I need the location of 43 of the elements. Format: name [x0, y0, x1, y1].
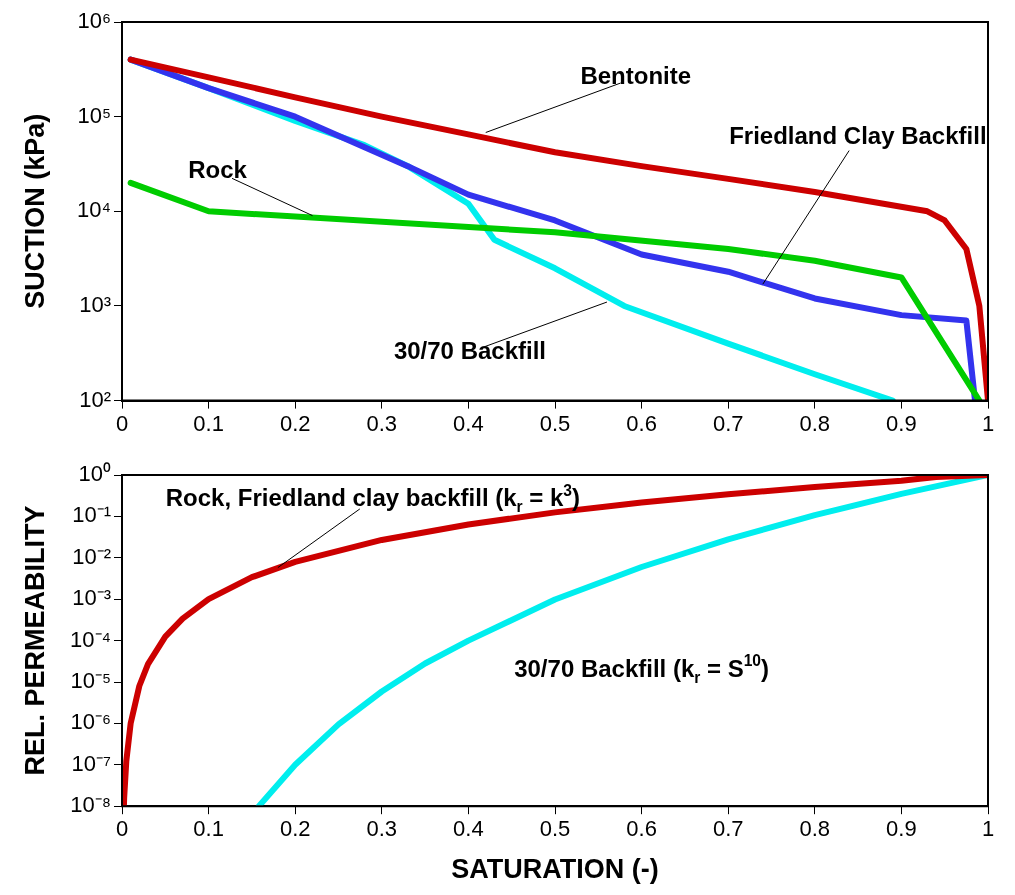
annotation: Friedland Clay Backfill: [729, 121, 987, 149]
x-tick-label: 0.7: [712, 816, 744, 842]
x-tick-label: 0.3: [366, 410, 398, 436]
x-tick-label: 1: [981, 410, 995, 436]
x-tick-label: 0.9: [886, 816, 917, 842]
y-tick-label: 10³: [79, 292, 111, 318]
x-tick-label: 0.1: [193, 410, 224, 436]
annotation: Bentonite: [580, 62, 692, 90]
x-tick-label: 0: [115, 816, 129, 842]
x-tick-label: 0.7: [712, 410, 744, 436]
y-tick-label: 10⁶: [77, 8, 111, 34]
y-tick-label: 10⁴: [77, 197, 111, 223]
y-tick-label: 10⁻²: [72, 543, 111, 569]
x-tick-label: 0.4: [453, 410, 484, 436]
annotation: 30/70 Backfill: [393, 336, 547, 364]
x-tick-label: 0: [115, 410, 129, 436]
y-tick-label: 10⁰: [78, 461, 111, 487]
y-tick-label: 10⁻³: [72, 585, 111, 611]
x-tick-label: 1: [981, 816, 995, 842]
y-tick-label: 10⁻⁵: [70, 668, 111, 694]
x-tick-label: 0.9: [886, 410, 917, 436]
x-tick-label: 0.4: [453, 816, 484, 842]
x-tick-label: 0.2: [279, 410, 311, 436]
y-axis-title: REL. PERMEABILITY: [19, 505, 50, 776]
annotation: Rock: [188, 156, 248, 184]
x-tick-label: 0.6: [626, 816, 657, 842]
y-tick-label: 10⁻⁷: [71, 750, 112, 776]
x-tick-label: 0.1: [193, 816, 224, 842]
y-tick-label: 10⁻⁶: [70, 709, 111, 735]
x-tick-label: 0.3: [366, 816, 398, 842]
x-tick-label: 0.5: [539, 816, 571, 842]
x-tick-label: 0.2: [279, 816, 311, 842]
x-tick-label: 0.8: [799, 410, 831, 436]
y-axis-title: SUCTION (kPa): [19, 113, 50, 309]
x-axis-title: SATURATION (-): [451, 854, 659, 885]
y-tick-label: 10⁻⁸: [70, 792, 111, 818]
y-tick-label: 10⁵: [77, 102, 111, 128]
y-tick-label: 10⁻¹: [72, 502, 111, 528]
x-tick-label: 0.5: [539, 410, 571, 436]
y-tick-label: 10²: [79, 386, 111, 412]
y-tick-label: 10⁻⁴: [70, 626, 111, 652]
x-tick-label: 0.6: [626, 410, 657, 436]
x-tick-label: 0.8: [799, 816, 831, 842]
